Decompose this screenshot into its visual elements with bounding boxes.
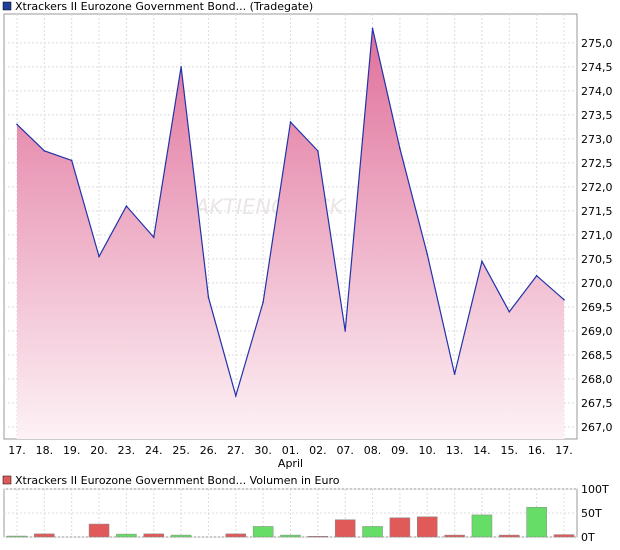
price-point [289,121,292,123]
main-x-tick-label: 19. [63,444,81,457]
volume-y-tick-label: 50T [581,507,602,520]
main-x-tick-label: 17. [555,444,573,457]
price-point [399,147,401,150]
main-x-tick-label: 23. [118,444,136,457]
main-chart-title: Xtrackers II Eurozone Government Bond...… [15,0,313,13]
volume-bar [88,523,110,538]
volume-y-axis: 0T 50T 100T [581,483,609,544]
main-y-tick-label: 268,0 [581,373,613,386]
main-x-tick-label: 07. [336,444,354,457]
main-x-tick-label: 25. [172,444,190,457]
price-point [180,66,182,68]
main-y-tick-label: 273,0 [581,133,613,146]
volume-bar [471,514,493,538]
price-point [453,373,456,375]
price-point [481,260,483,263]
price-point [98,255,100,258]
main-x-tick-label: 24. [145,444,163,457]
volume-bar [170,534,192,538]
main-x-tick-label: 01. [282,444,300,457]
volume-bar [116,533,137,538]
main-x-tick-label: 30. [254,444,272,457]
volume-bar [143,533,164,538]
price-point [207,296,210,299]
main-y-axis: 267,0 267,5 268,0 268,5 269,0 269,5 270,0 270,5… [581,37,613,434]
volume-bar [252,526,274,538]
price-point [317,150,319,152]
main-x-tick-label: 20. [90,444,108,457]
volume-bar [307,536,329,538]
main-y-tick-label: 268,5 [581,349,613,362]
main-y-tick-label: 272,5 [581,157,613,170]
main-x-tick-label: 27. [227,444,245,457]
volume-bar [553,534,575,538]
price-point [563,298,565,301]
price-point [43,150,46,152]
main-x-axis: 17. 18. 19. 20. 23. 24. 25. 26. 27. 30. 01. 02. 07. 0… [8,444,573,457]
main-x-tick-label: 17. [8,444,26,457]
volume-chart-title: Xtrackers II Eurozone Government Bond...… [15,474,340,487]
price-point [508,310,511,313]
volume-bar [526,506,547,538]
volume-bar [389,517,411,538]
main-y-tick-label: 273,5 [581,109,613,122]
volume-bar [34,533,55,538]
price-point [235,394,237,397]
price-point [16,123,18,126]
main-x-tick-label: 08. [364,444,382,457]
volume-bar [334,519,356,538]
main-x-tick-label: 13. [446,444,464,457]
main-y-tick-label: 269,5 [581,301,613,314]
main-y-tick-label: 271,0 [581,229,613,242]
volume-legend-swatch [2,475,12,485]
main-y-tick-label: 270,0 [581,277,613,290]
price-point [344,330,347,332]
price-point [371,27,374,30]
volume-y-tick-label: 100T [581,483,609,496]
volume-bar [499,534,520,538]
price-point [262,301,264,303]
main-y-tick-label: 272,0 [581,181,613,194]
volume-bar [417,516,438,538]
volume-bar [280,534,301,538]
volume-bars [6,506,575,538]
price-area-fill [17,28,564,439]
main-x-tick-label: 26. [200,444,218,457]
main-x-tick-label: 18. [36,444,54,457]
x-month-label: April [278,457,303,470]
main-y-tick-label: 269,0 [581,325,613,338]
main-x-tick-label: 15. [501,444,519,457]
volume-bar [362,526,383,538]
main-y-tick-label: 267,0 [581,421,613,434]
main-y-tick-label: 271,5 [581,205,613,218]
price-point [70,159,73,162]
volume-bar [6,535,28,538]
volume-y-tick-label: 0T [581,531,595,544]
price-point [535,274,538,277]
main-y-tick-label: 267,5 [581,397,613,410]
main-y-tick-label: 275,0 [581,37,613,50]
main-y-tick-label: 270,5 [581,253,613,266]
main-x-tick-label: 02. [309,444,327,457]
price-point [426,253,429,255]
main-legend-swatch [2,1,12,11]
main-x-tick-label: 10. [419,444,437,457]
volume-bar [444,534,465,538]
price-area [16,27,565,439]
price-point [125,205,128,207]
price-point [152,236,155,239]
main-x-tick-label: 16. [528,444,546,457]
volume-bar [225,533,247,538]
main-y-tick-label: 274,0 [581,85,613,98]
main-x-tick-label: 14. [473,444,491,457]
main-x-tick-label: 09. [391,444,409,457]
main-y-tick-label: 274,5 [581,61,613,74]
